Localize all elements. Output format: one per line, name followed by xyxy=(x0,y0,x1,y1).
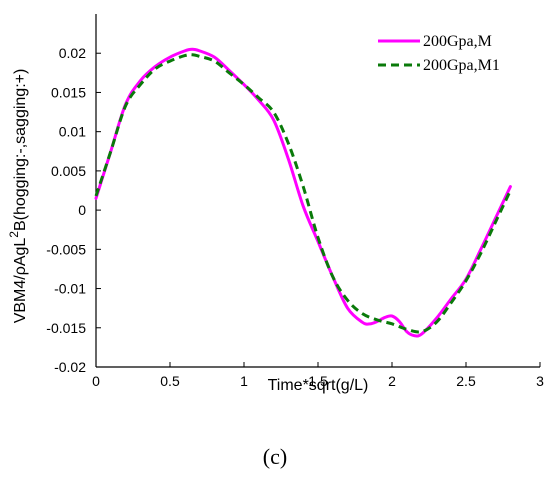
y-tick-label: 0.005 xyxy=(51,163,86,179)
series-line-200gpa-m xyxy=(94,47,512,338)
x-tick-label: 2.5 xyxy=(456,373,476,389)
x-tick-label: 3 xyxy=(536,373,544,389)
y-tick-label: 0.015 xyxy=(51,84,86,100)
legend-label-200gpa-m1: 200Gpa,M1 xyxy=(423,57,500,74)
y-axis-label-main: VBM4/ρAgL xyxy=(12,238,29,324)
y-tick-label: -0.005 xyxy=(46,241,86,257)
x-tick-label: 0.5 xyxy=(160,373,180,389)
y-ticks: -0.02 -0.015 -0.01 -0.005 0 0.005 0.01 0.015 0.0… xyxy=(46,45,101,375)
x-axis-label: Time*sqrt(g/L) xyxy=(268,377,369,394)
figure-caption: (c) xyxy=(263,444,287,469)
legend-label-200gpa-m: 200Gpa,M xyxy=(423,33,492,50)
y-axis-label-superscript: 2 xyxy=(7,231,21,238)
y-tick-label: -0.015 xyxy=(46,320,86,336)
x-ticks: 0 0.5 1 1.5 2 2.5 3 xyxy=(92,362,544,389)
y-tick-label: 0 xyxy=(78,202,86,218)
y-tick-label: 0.02 xyxy=(59,45,86,61)
series-layer xyxy=(94,47,512,338)
x-tick-label: 1 xyxy=(240,373,248,389)
series-line-200gpa-m1 xyxy=(94,53,512,334)
x-tick-label: 0 xyxy=(92,373,100,389)
x-tick-label: 1.5 xyxy=(308,373,328,389)
x-tick-label: 2 xyxy=(388,373,396,389)
y-axis-label: VBM4/ρAgL2B(hogging:-,sagging:+) xyxy=(7,69,29,324)
y-tick-label: -0.01 xyxy=(54,281,86,297)
legend: 200Gpa,M 200Gpa,M1 xyxy=(378,33,500,74)
y-tick-label: -0.02 xyxy=(54,359,86,375)
y-axis-label-tail: B(hogging:-,sagging:+) xyxy=(12,69,29,231)
y-tick-label: 0.01 xyxy=(59,124,86,140)
